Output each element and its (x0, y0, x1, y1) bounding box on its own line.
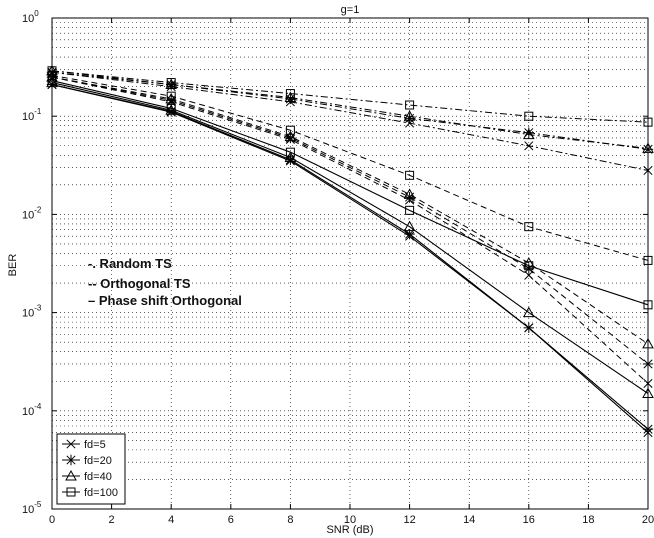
data-point-marker (522, 256, 535, 268)
data-point-marker (405, 100, 415, 110)
data-point-marker (523, 322, 534, 334)
style-legend-phase-shift: – Phase shift Orthogonal (88, 293, 242, 308)
legend-label-fd40: fd=40 (84, 471, 112, 483)
data-point-marker (403, 220, 416, 232)
x-tick-label: 10 (344, 514, 356, 526)
series-line (51, 76, 649, 365)
legend-marker (65, 454, 77, 466)
series-line (51, 76, 649, 384)
x-tick-label: 6 (228, 514, 234, 526)
y-axis-label: BER (7, 254, 19, 277)
data-point-marker (405, 205, 415, 215)
x-tick-label: 16 (523, 514, 535, 526)
data-point-marker (403, 110, 416, 121)
plot-area (52, 18, 648, 509)
data-point-marker (285, 89, 295, 99)
data-point-marker (166, 91, 176, 101)
series-line (51, 84, 649, 430)
x-tick-label: 2 (109, 514, 115, 526)
data-point-marker (405, 170, 415, 180)
legend-marker (65, 469, 77, 481)
data-point-marker (166, 79, 177, 90)
style-legend-random: -. Random TS (88, 256, 172, 271)
series-line (51, 74, 649, 261)
x-axis-label: SNR (dB) (326, 524, 373, 536)
legend-marker (66, 487, 76, 497)
data-point-marker (522, 306, 535, 318)
legend-marker (66, 439, 76, 449)
y-tick-label: 100 (22, 9, 39, 25)
data-point-marker (165, 92, 178, 104)
x-ticks: 0 2 4 6 8 10 12 14 16 18 20 (49, 18, 654, 526)
grid (52, 18, 648, 509)
style-legend: -. Random TS -- Orthogonal TS – Phase sh… (88, 256, 242, 308)
x-tick-label: 0 (49, 514, 55, 526)
y-tick-label: 10-4 (22, 402, 42, 418)
series-line (51, 80, 649, 306)
x-tick-label: 20 (642, 514, 654, 526)
data-point-marker (524, 261, 534, 271)
legend-marker-samples (62, 439, 80, 497)
x-tick-label: 14 (463, 514, 475, 526)
y-ticks: 10-5 10-4 10-3 10-2 10-1 100 (22, 9, 648, 516)
y-tick-label: 10-3 (22, 304, 42, 320)
data-point-marker (284, 151, 297, 162)
data-point-marker (284, 91, 297, 103)
data-point-marker (524, 270, 534, 280)
series-line (51, 70, 649, 123)
x-tick-label: 8 (287, 514, 293, 526)
data-point-marker (524, 222, 534, 232)
y-tick-label: 10-1 (22, 107, 42, 123)
series-line (51, 71, 649, 150)
data-point-marker (523, 263, 534, 274)
x-tick-label: 12 (403, 514, 415, 526)
marker-legend: fd=5 fd=20 fd=40 fd=100 (56, 433, 126, 505)
data-point-marker (166, 78, 176, 88)
data-point-marker (165, 78, 178, 90)
chart-title: g=1 (341, 4, 360, 16)
legend-label-fd5: fd=5 (84, 439, 106, 451)
data-point-marker (285, 125, 295, 135)
data-point-marker (522, 128, 535, 140)
legend-label-fd20: fd=20 (84, 455, 112, 467)
series-lines (51, 70, 649, 434)
y-tick-label: 10-2 (22, 205, 42, 221)
x-tick-label: 4 (168, 514, 174, 526)
series-line (51, 82, 649, 394)
legend-label-fd100: fd=100 (84, 487, 118, 499)
data-point-marker (166, 103, 176, 113)
data-point-marker (284, 130, 297, 142)
series-line (51, 70, 649, 149)
style-legend-orthogonal: -- Orthogonal TS (88, 276, 191, 291)
data-point-marker (524, 111, 534, 121)
data-point-marker (404, 191, 415, 203)
series-line (51, 76, 649, 345)
y-tick-label: 10-5 (22, 500, 42, 516)
series-line (51, 71, 649, 171)
data-point-marker (285, 147, 295, 157)
x-tick-label: 18 (582, 514, 594, 526)
data-point-marker (165, 104, 178, 115)
data-point-marker (403, 188, 416, 199)
data-point-marker (524, 141, 534, 151)
